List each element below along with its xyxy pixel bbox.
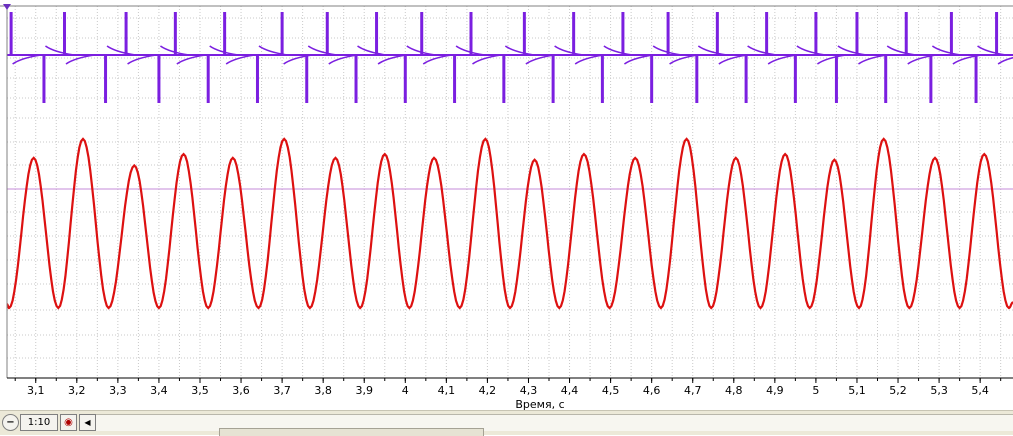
scroll-left-button[interactable]: ◀ — [79, 414, 96, 431]
series-purple-recovery — [504, 45, 534, 56]
top-left-marker — [3, 4, 11, 10]
series-purple-group — [7, 12, 1013, 103]
x-tick-label: 4,8 — [725, 384, 743, 397]
series-purple-recovery — [525, 54, 555, 65]
x-tick-label: 5,2 — [889, 384, 907, 397]
horizontal-scrollbar[interactable] — [96, 414, 1013, 431]
x-tick-label: 4,4 — [561, 384, 579, 397]
series-purple-recovery — [44, 45, 75, 56]
series-purple-recovery — [997, 56, 1013, 65]
series-purple-recovery — [472, 54, 502, 65]
series-purple-recovery — [816, 54, 847, 65]
x-tick-label: 4,7 — [684, 384, 702, 397]
series-purple-recovery — [209, 45, 239, 56]
x-tick-label: 5,1 — [848, 384, 866, 397]
series-red-group — [6, 137, 1013, 310]
x-tick-label: 3,4 — [150, 384, 168, 397]
x-tick-label: 4,9 — [766, 384, 784, 397]
series-purple-recovery — [574, 54, 604, 65]
x-tick-label: 3,6 — [232, 384, 250, 397]
series-purple-recovery — [669, 54, 699, 65]
series-purple-recovery — [697, 45, 727, 56]
x-tick-label: 3,2 — [68, 384, 86, 397]
series-purple-recovery — [952, 54, 982, 65]
series-purple-recovery — [159, 45, 190, 56]
x-tick-label: 4,3 — [520, 384, 538, 397]
x-tick-label: 5,3 — [930, 384, 948, 397]
series-purple-recovery — [127, 54, 157, 65]
record-icon: ◉ — [64, 417, 73, 428]
series-purple-recovery — [623, 54, 654, 65]
series-purple-recovery — [554, 45, 584, 56]
series-purple-recovery — [767, 54, 797, 65]
x-tick-label: 4,5 — [602, 384, 620, 397]
series-purple-recovery — [796, 45, 826, 56]
series-red-line — [6, 137, 1013, 310]
series-purple-recovery — [422, 54, 452, 65]
x-tick-label: 4,6 — [643, 384, 661, 397]
chart-axes — [0, 4, 1013, 379]
x-tick-label: 4,1 — [438, 384, 456, 397]
zoom-level-field[interactable]: 1:10 — [20, 414, 58, 431]
series-purple-recovery — [307, 45, 337, 56]
x-tick-label: 3,3 — [109, 384, 127, 397]
series-purple-recovery — [106, 45, 136, 56]
series-purple-recovery — [858, 54, 888, 65]
x-tick-label: 4 — [402, 384, 409, 397]
zoom-out-button[interactable]: − — [2, 414, 19, 431]
x-tick-label: 3,8 — [314, 384, 332, 397]
series-purple-recovery — [603, 45, 633, 56]
x-tick-label: 3,5 — [191, 384, 209, 397]
series-purple-recovery — [225, 54, 255, 65]
series-purple-recovery — [328, 54, 358, 65]
series-purple-recovery — [258, 45, 288, 56]
series-purple-recovery — [357, 45, 387, 56]
triangle-left-icon: ◀ — [84, 418, 91, 427]
x-tick-label: 5 — [812, 384, 819, 397]
series-purple-recovery — [718, 54, 748, 65]
series-purple-recovery — [652, 45, 682, 56]
series-purple-recovery — [455, 45, 485, 56]
x-axis-title: Время, с — [515, 398, 564, 410]
x-tick-label: 4,2 — [479, 384, 497, 397]
series-purple-recovery — [176, 54, 206, 65]
x-tick-label: 5,4 — [971, 384, 989, 397]
x-tick-label: 3,9 — [355, 384, 373, 397]
x-tick-label: 3,7 — [273, 384, 291, 397]
x-tick-label: 3,1 — [27, 384, 45, 397]
x-axis-ticks: 3,1 3,2 3,3 3,4 3,5 3,6 3,7 3,8 3,9 4 4,1 4,2 4,3 4,4… — [14, 378, 1002, 397]
status-bar: − 1:10 ◉ ◀ — [0, 410, 1013, 436]
zoom-out-icon: − — [6, 417, 15, 428]
series-purple-recovery — [907, 54, 937, 65]
series-purple-recovery — [977, 45, 1007, 56]
scrollbar-thumb[interactable] — [219, 428, 484, 436]
series-purple-recovery — [12, 54, 42, 65]
series-purple-recovery — [283, 54, 313, 65]
record-button[interactable]: ◉ — [60, 414, 77, 431]
series-purple-recovery — [931, 45, 961, 56]
series-purple-recovery — [837, 45, 867, 56]
series-purple-recovery — [886, 45, 916, 56]
series-purple-recovery — [377, 54, 407, 65]
chart-area[interactable]: 3,1 3,2 3,3 3,4 3,5 3,6 3,7 3,8 3,9 4 4,1 4,2 4,3 4,4… — [0, 0, 1013, 410]
series-purple-recovery — [406, 45, 436, 56]
series-purple-recovery — [65, 54, 95, 65]
series-purple-recovery — [747, 45, 777, 56]
